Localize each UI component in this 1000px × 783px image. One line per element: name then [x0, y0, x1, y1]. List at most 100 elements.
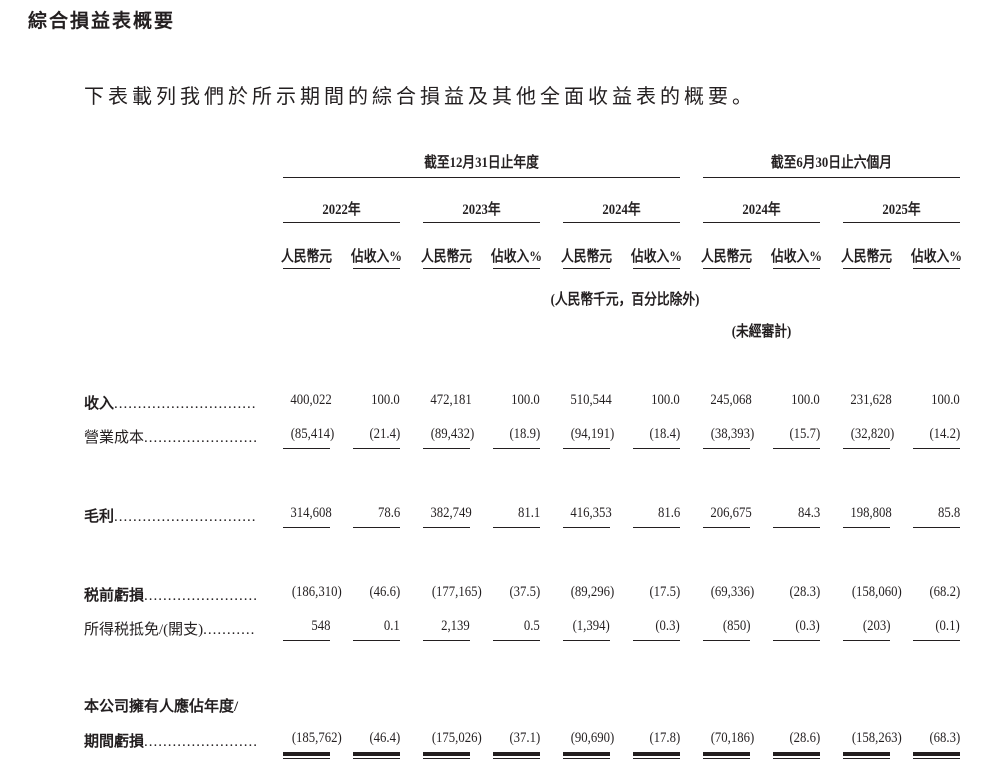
subtotal-rule [633, 527, 680, 529]
table-cell: (203) [843, 618, 890, 635]
table-cell: 548 [283, 618, 330, 635]
table-cell: 472,181 [423, 392, 472, 409]
cell-value: (28.3) [789, 584, 820, 600]
cell-value: 472,181 [430, 392, 472, 408]
row-label: 本公司擁有人應佔年度/ [84, 699, 239, 715]
table-cell: (68.3) [913, 730, 960, 747]
table-cell: (0.1) [913, 618, 960, 635]
cell-value: 198,808 [850, 505, 892, 521]
table-cell: (28.6) [773, 730, 820, 747]
subtotal-rule [353, 527, 400, 529]
subtotal-rule [423, 640, 470, 642]
table-cell: (17.8) [633, 730, 680, 747]
cell-value: (18.9) [509, 426, 540, 442]
divider [843, 222, 960, 224]
cell-value: 0.1 [384, 618, 400, 634]
table-cell: (158,060) [843, 584, 902, 601]
row-label: 税前虧損....................................… [84, 588, 256, 604]
subtotal-rule [423, 448, 470, 450]
row-label-text: 毛利 [84, 509, 115, 525]
cell-value: (68.2) [929, 584, 960, 600]
row-label-text: 營業成本 [84, 430, 145, 446]
cell-value: (46.6) [369, 584, 400, 600]
row-label-text: 所得税抵免/(開支) [84, 622, 204, 638]
table-cell: 510,544 [563, 392, 611, 409]
table-cell: (177,165) [423, 584, 482, 601]
table-cell: 245,068 [703, 392, 752, 409]
cell-value: (17.5) [649, 584, 680, 600]
table-cell: (32,820) [843, 426, 895, 443]
total-double-rule [633, 752, 680, 760]
cell-value: 245,068 [710, 392, 752, 408]
cell-value: 100.0 [651, 392, 680, 408]
total-double-rule [353, 752, 400, 760]
cell-value: (17.8) [649, 730, 680, 746]
subtotal-rule [493, 640, 540, 642]
cell-value: (186,310) [291, 584, 342, 600]
rmb-header: 人民幣元 [840, 249, 892, 265]
subtotal-rule [283, 448, 330, 450]
table-cell: 81.1 [493, 505, 540, 522]
cell-value: (185,762) [291, 730, 342, 746]
total-double-rule [843, 752, 890, 760]
divider [633, 268, 680, 270]
table-cell: (158,263) [843, 730, 902, 747]
row-label-text: 税前虧損 [84, 588, 145, 604]
cell-value: 81.6 [657, 505, 680, 521]
table-cell: (46.6) [353, 584, 400, 601]
table-cell: (85,414) [283, 426, 335, 443]
period-header-annual: 截至12月31日止年度 [424, 155, 539, 171]
cell-value: 2,139 [441, 618, 470, 634]
divider [773, 268, 820, 270]
table-cell: 198,808 [843, 505, 892, 522]
table-cell: 2,139 [423, 618, 470, 635]
pct-revenue-header: 佔收入% [770, 249, 822, 265]
table-cell: 100.0 [773, 392, 820, 409]
intro-paragraph: 下表載列我們於所示期間的綜合損益及其他全面收益表的概要。 [84, 86, 756, 108]
total-double-rule [703, 752, 750, 760]
table-cell: (21.4) [353, 426, 400, 443]
divider [913, 268, 960, 270]
row-label: 收入......................................… [84, 396, 256, 412]
cell-value: (38,393) [710, 426, 755, 442]
table-cell: 84.3 [773, 505, 820, 522]
table-cell: (0.3) [773, 618, 820, 635]
divider [493, 268, 540, 270]
pct-revenue-header: 佔收入% [630, 249, 682, 265]
cell-value: 0.5 [524, 618, 540, 634]
subtotal-rule [493, 448, 540, 450]
divider [843, 268, 890, 270]
cell-value: (28.6) [789, 730, 820, 746]
year-header: 2024年 [742, 202, 781, 218]
subtotal-rule [843, 640, 890, 642]
cell-value: (14.2) [929, 426, 960, 442]
cell-value: 314,608 [290, 505, 332, 521]
subtotal-rule [913, 448, 960, 450]
table-cell: (14.2) [913, 426, 960, 443]
table-cell: 100.0 [633, 392, 680, 409]
cell-value: 81.1 [517, 505, 540, 521]
divider [703, 222, 820, 224]
units-note: (人民幣千元，百分比除外) [550, 292, 700, 308]
subtotal-rule [773, 640, 820, 642]
table-cell: 314,608 [283, 505, 332, 522]
divider [563, 268, 610, 270]
cell-value: 231,628 [850, 392, 892, 408]
cell-value: (37.5) [509, 584, 540, 600]
cell-value: 100.0 [511, 392, 540, 408]
table-cell: 100.0 [353, 392, 400, 409]
table-cell: (90,690) [563, 730, 615, 747]
divider [423, 268, 470, 270]
divider [283, 268, 330, 270]
cell-value: (68.3) [929, 730, 960, 746]
table-cell: (89,432) [423, 426, 475, 443]
subtotal-rule [493, 527, 540, 529]
subtotal-rule [913, 640, 960, 642]
cell-value: (85,414) [290, 426, 335, 442]
cell-value: (1,394) [572, 618, 610, 634]
rmb-header: 人民幣元 [700, 249, 752, 265]
subtotal-rule [563, 448, 610, 450]
table-cell: (185,762) [283, 730, 342, 747]
subtotal-rule [773, 527, 820, 529]
